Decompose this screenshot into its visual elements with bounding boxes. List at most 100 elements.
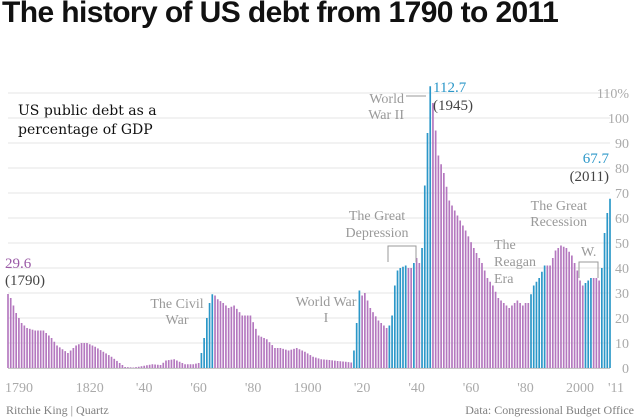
data-bar: [80, 343, 83, 368]
data-bar: [249, 315, 252, 368]
chart-subtitle: US public debt as a percentage of GDP: [18, 103, 157, 138]
x-tick-label: 2000: [566, 381, 594, 396]
data-bar: [97, 348, 99, 368]
data-bar: [28, 328, 31, 368]
data-bar: [527, 303, 530, 368]
data-bar: [494, 291, 497, 368]
y-tick-label: 60: [615, 212, 629, 227]
data-bar: [156, 364, 159, 368]
data-bar: [124, 367, 126, 368]
data-bar: [399, 268, 402, 368]
data-bar: [410, 268, 412, 368]
data-bar: [453, 210, 456, 368]
y-tick-label: 0: [622, 362, 629, 377]
data-bar: [222, 303, 225, 368]
data-bar: [189, 364, 192, 368]
data-bar: [83, 343, 86, 368]
data-bar: [470, 242, 472, 368]
data-bar: [413, 263, 415, 368]
data-bar: [94, 346, 97, 368]
data-bar: [571, 255, 573, 368]
data-bar: [263, 338, 265, 368]
data-bar: [451, 205, 453, 368]
data-bar: [178, 361, 181, 368]
data-bar: [290, 349, 293, 368]
y-tick-label: 40: [615, 262, 629, 277]
data-bar: [77, 344, 80, 368]
data-bar: [227, 308, 230, 368]
data-bar: [541, 271, 543, 368]
data-bar: [402, 266, 404, 368]
data-bar: [478, 258, 481, 368]
data-bar: [609, 198, 611, 368]
data-bar: [554, 250, 557, 368]
data-bar: [86, 343, 88, 368]
data-bar: [492, 285, 494, 368]
data-bar: [314, 357, 317, 368]
data-bar: [374, 316, 377, 368]
data-bar: [58, 347, 61, 368]
data-bar: [587, 280, 590, 368]
data-bar: [88, 344, 91, 368]
data-bar: [472, 248, 475, 368]
callout-year: (2011): [570, 169, 609, 185]
data-bar: [282, 348, 284, 368]
x-tick-label: '80: [245, 381, 262, 396]
data-bar: [148, 364, 151, 368]
data-bar: [448, 200, 451, 368]
data-bar: [214, 295, 216, 368]
period-label: The Civil: [150, 297, 203, 312]
x-tick-label: 1820: [76, 381, 104, 396]
data-bar: [181, 363, 184, 368]
data-bar: [34, 330, 37, 368]
data-bar: [603, 233, 606, 368]
period-bracket: [387, 245, 417, 262]
data-bar: [20, 323, 23, 368]
data-bar: [325, 359, 328, 368]
data-bar: [23, 325, 26, 368]
data-bar: [560, 245, 562, 368]
data-bar: [39, 330, 42, 368]
data-bar: [355, 323, 358, 368]
data-bar: [600, 268, 603, 368]
data-bar: [274, 348, 276, 368]
data-bar: [287, 350, 290, 368]
data-bar: [211, 294, 214, 368]
data-bar: [37, 330, 39, 368]
y-tick-label: 110%: [597, 87, 629, 102]
data-bar: [67, 353, 69, 368]
data-bar: [208, 303, 211, 368]
y-tick-label: 10: [615, 337, 629, 352]
data-bar: [132, 367, 135, 369]
data-bar: [551, 258, 554, 368]
data-bar: [257, 335, 260, 368]
data-bar: [508, 308, 511, 368]
data-bar: [165, 360, 167, 368]
data-bar: [481, 263, 483, 368]
data-bar: [445, 186, 448, 368]
callout-year: (1790): [5, 273, 45, 289]
data-bar: [388, 325, 391, 368]
data-bar: [320, 359, 323, 368]
data-bar: [364, 293, 366, 368]
data-bar: [42, 330, 45, 368]
data-bar: [415, 258, 418, 368]
data-bar: [592, 278, 595, 368]
data-bar: [69, 350, 72, 368]
data-bar: [404, 265, 407, 368]
data-bar: [328, 360, 331, 368]
data-bar: [61, 349, 64, 368]
data-bar: [219, 301, 222, 368]
data-bar: [26, 328, 28, 368]
data-bar: [369, 308, 372, 368]
data-bar: [118, 363, 121, 368]
data-bar: [434, 130, 437, 368]
data-bar: [576, 270, 579, 368]
data-bar: [162, 362, 165, 368]
data-bar: [225, 305, 227, 368]
data-bar: [203, 338, 205, 368]
data-bar: [421, 248, 423, 368]
data-bar: [271, 345, 274, 368]
data-bar: [260, 336, 263, 368]
